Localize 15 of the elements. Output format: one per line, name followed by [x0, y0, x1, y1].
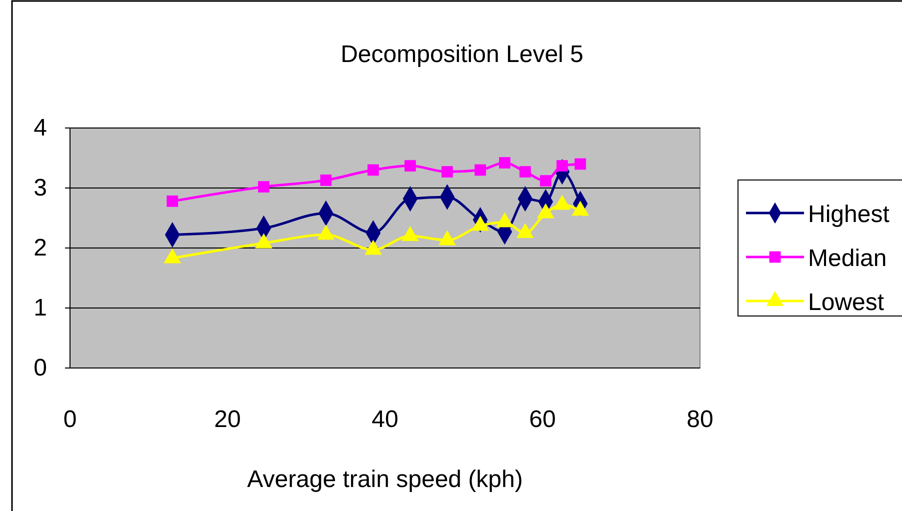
x-tick-label: 20	[214, 406, 241, 434]
y-tick-label: 3	[34, 174, 47, 202]
x-tick-label: 0	[63, 406, 77, 434]
legend-label: Highest	[808, 201, 890, 228]
x-tick-label: 60	[529, 406, 556, 434]
y-tick-label: 1	[34, 294, 47, 322]
y-tick-label: 0	[34, 354, 47, 382]
x-axis-title: Average train speed (kph)	[247, 466, 523, 493]
legend-label: Lowest	[808, 289, 884, 316]
x-tick-label: 40	[372, 406, 398, 434]
y-tick-label: 2	[34, 234, 47, 262]
legend-label: Median	[808, 245, 887, 272]
y-tick-label: 4	[34, 114, 47, 142]
chart-title: Decomposition Level 5	[340, 41, 584, 68]
x-tick-label: 80	[686, 406, 714, 434]
